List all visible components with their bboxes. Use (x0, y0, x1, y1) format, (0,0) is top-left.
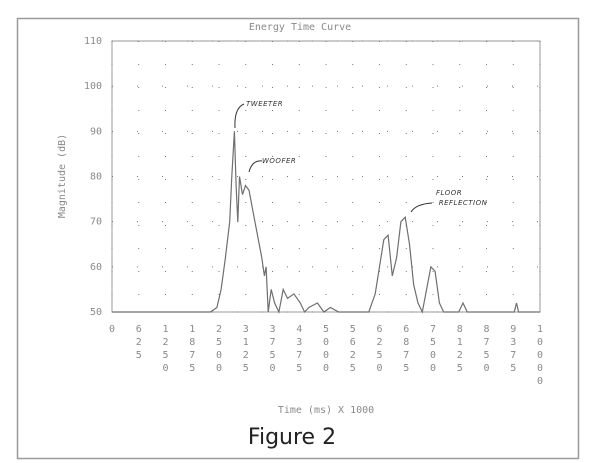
chart-title: Energy Time Curve (249, 22, 351, 33)
y-tick-label: 100 (84, 81, 102, 92)
x-axis-label: Time (ms) X 1000 (278, 405, 374, 416)
annotation-arrow (248, 160, 263, 173)
y-tick-label: 90 (90, 126, 102, 137)
data-line (112, 131, 540, 314)
y-axis-label: Magnitude (dB) (57, 134, 68, 218)
y-tick-label: 70 (90, 217, 102, 228)
caption: Figure 2 (248, 425, 336, 450)
annotation-arrow (410, 202, 433, 213)
annotation: WOOFER (262, 157, 296, 165)
y-tick-label: 60 (90, 262, 102, 273)
x-tick-label: 0 (109, 324, 115, 335)
annotation: TWEETER (246, 100, 283, 108)
annotation-arrow (234, 103, 245, 129)
y-tick-label: 80 (90, 172, 102, 183)
y-tick-label: 50 (90, 307, 102, 318)
y-tick-label: 110 (84, 36, 102, 47)
frame (16, 17, 580, 460)
annotation: FLOOR REFLECTION (436, 189, 488, 207)
